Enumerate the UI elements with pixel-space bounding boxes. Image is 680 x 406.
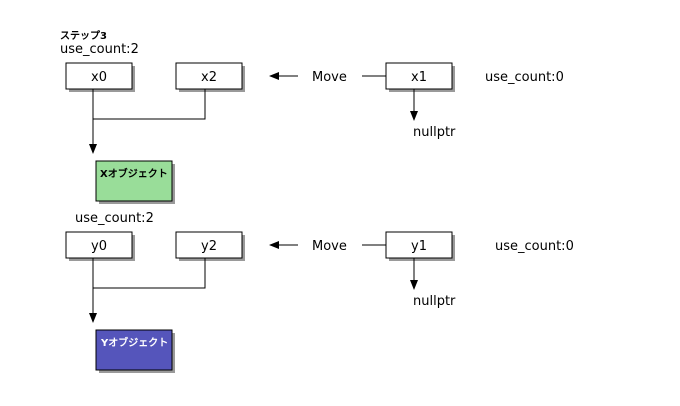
y-nullptr-label: nullptr (413, 294, 456, 309)
x1-label: x1 (411, 70, 427, 85)
x-object-box (95, 160, 173, 202)
y0-label: y0 (91, 239, 107, 254)
y-move-label: Move (312, 239, 347, 254)
y2-box (175, 231, 243, 259)
x0-box (65, 62, 133, 90)
y-object-box (95, 329, 173, 371)
y2-label: y2 (201, 239, 217, 254)
step-label: ステップ3 (60, 29, 107, 42)
y-use-count-label: use_count:2 (75, 211, 154, 226)
x0-label: x0 (91, 70, 107, 85)
x-use-count-label: use_count:2 (60, 42, 139, 57)
y1-box (385, 231, 453, 259)
x2-label: x2 (201, 70, 217, 85)
x-object-label: Xオブジェクト (100, 167, 168, 180)
x-nullptr-label: nullptr (413, 125, 456, 140)
y1-label: y1 (411, 239, 427, 254)
x-move-label: Move (312, 70, 347, 85)
x1-box (385, 62, 453, 90)
group-y: use_count:2 y0 y2 Move y1 use_count:0 nu… (65, 211, 574, 373)
y2-to-object-line (93, 258, 206, 289)
x1-use-count-label: use_count:0 (485, 70, 564, 85)
y1-use-count-label: use_count:0 (495, 239, 574, 254)
x2-to-object-line (93, 89, 206, 120)
y-object-label: Yオブジェクト (100, 336, 168, 349)
x2-box (175, 62, 243, 90)
y0-box (65, 231, 133, 259)
group-x: use_count:2 x0 x2 Move x1 use_count:0 nu… (60, 42, 564, 204)
